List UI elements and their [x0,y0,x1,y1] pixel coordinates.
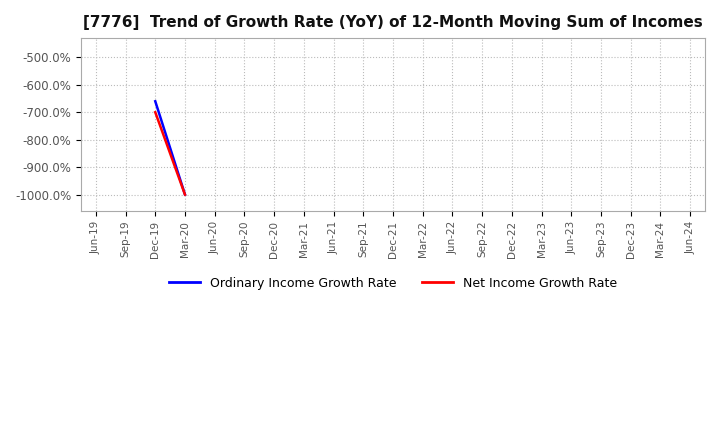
Title: [7776]  Trend of Growth Rate (YoY) of 12-Month Moving Sum of Incomes: [7776] Trend of Growth Rate (YoY) of 12-… [83,15,703,30]
Legend: Ordinary Income Growth Rate, Net Income Growth Rate: Ordinary Income Growth Rate, Net Income … [164,272,622,295]
